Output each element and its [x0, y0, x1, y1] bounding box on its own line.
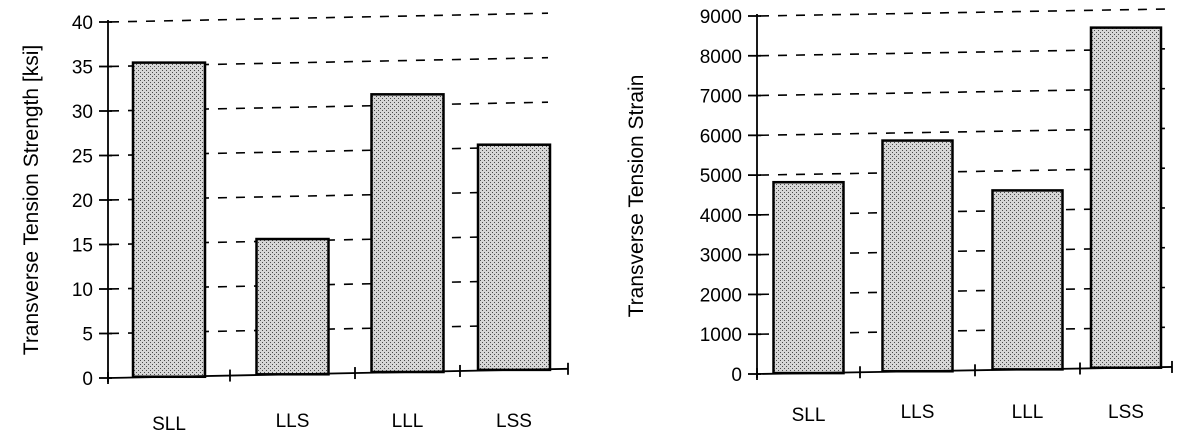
strength-y-tick-label: 0	[82, 369, 93, 390]
strength-gridline	[109, 12, 549, 23]
strength-y-tick-label: 35	[72, 58, 93, 79]
strength-chart: Transverse Tension Strength [ksi] 0 5 10 15…	[20, 12, 569, 435]
strength-y-tick-label: 5	[82, 325, 93, 346]
strength-x-tick-label-sll: SLL	[152, 414, 186, 435]
strain-bar-lll	[991, 189, 1064, 371]
strain-x-tick-labels: SLL LLS LLL LSS	[792, 402, 1144, 426]
strength-y-tick-label: 30	[72, 102, 93, 123]
strain-y-tick-labels: 0 1000 2000 3000 4000 5000 6000 7000 8000 9000	[700, 7, 742, 386]
strength-bar-lls	[255, 237, 330, 376]
strain-x-tick-label-lls: LLS	[901, 402, 935, 423]
strain-y-tick-label: 4000	[700, 206, 742, 227]
strain-bars	[772, 26, 1163, 375]
strain-bar-sll	[772, 180, 845, 375]
strength-y-tick-label: 25	[72, 147, 93, 168]
strain-x-axis	[756, 366, 1173, 375]
strain-y-tick-label: 3000	[700, 246, 742, 267]
strength-y-tick-label: 10	[72, 280, 93, 301]
strain-bar-lls	[881, 139, 954, 373]
strain-y-tick-label: 7000	[700, 87, 742, 108]
strain-y-tick-label: 6000	[700, 126, 742, 147]
strain-y-tick-label: 8000	[700, 47, 742, 68]
strength-x-tick-label-lll: LLL	[392, 411, 424, 432]
strain-chart: Transverse Tension Strain 0 1000 2000 3000 4…	[625, 7, 1173, 426]
strength-bar-lll	[370, 93, 445, 374]
strength-y-axis-title: Transverse Tension Strength [ksi]	[20, 45, 43, 355]
strength-bars	[131, 61, 552, 379]
strain-y-tick-label: 5000	[700, 166, 742, 187]
strength-x-tick-labels: SLL LLS LLL LSS	[152, 411, 532, 435]
strength-x-axis	[107, 367, 569, 379]
strain-y-tick-label: 0	[731, 365, 742, 386]
strain-y-tick-label: 9000	[700, 7, 742, 28]
strain-x-tick-label-lll: LLL	[1012, 402, 1044, 423]
strain-axes	[748, 14, 1173, 380]
strain-y-tick-label: 2000	[700, 285, 742, 306]
strain-y-axis-title: Transverse Tension Strain	[625, 75, 648, 318]
strain-x-tick-label-lss: LSS	[1108, 402, 1144, 423]
strength-y-tick-label: 40	[72, 13, 93, 34]
strain-gridline	[759, 8, 1173, 17]
strain-y-tick-label: 1000	[700, 325, 742, 346]
strength-x-tick-label-lls: LLS	[276, 411, 310, 432]
strength-y-tick-label: 15	[72, 236, 93, 257]
strength-bar-lss	[476, 143, 552, 372]
strength-bar-sll	[131, 61, 207, 379]
strength-y-tick-label: 20	[72, 191, 93, 212]
strength-x-tick-label-lss: LSS	[496, 411, 532, 432]
strain-bar-lss	[1089, 26, 1163, 369]
strength-axes	[99, 20, 569, 384]
strain-x-tick-label-sll: SLL	[792, 405, 826, 426]
strength-y-tick-labels: 0 5 10 15 20 25 30 35 40	[72, 13, 93, 390]
